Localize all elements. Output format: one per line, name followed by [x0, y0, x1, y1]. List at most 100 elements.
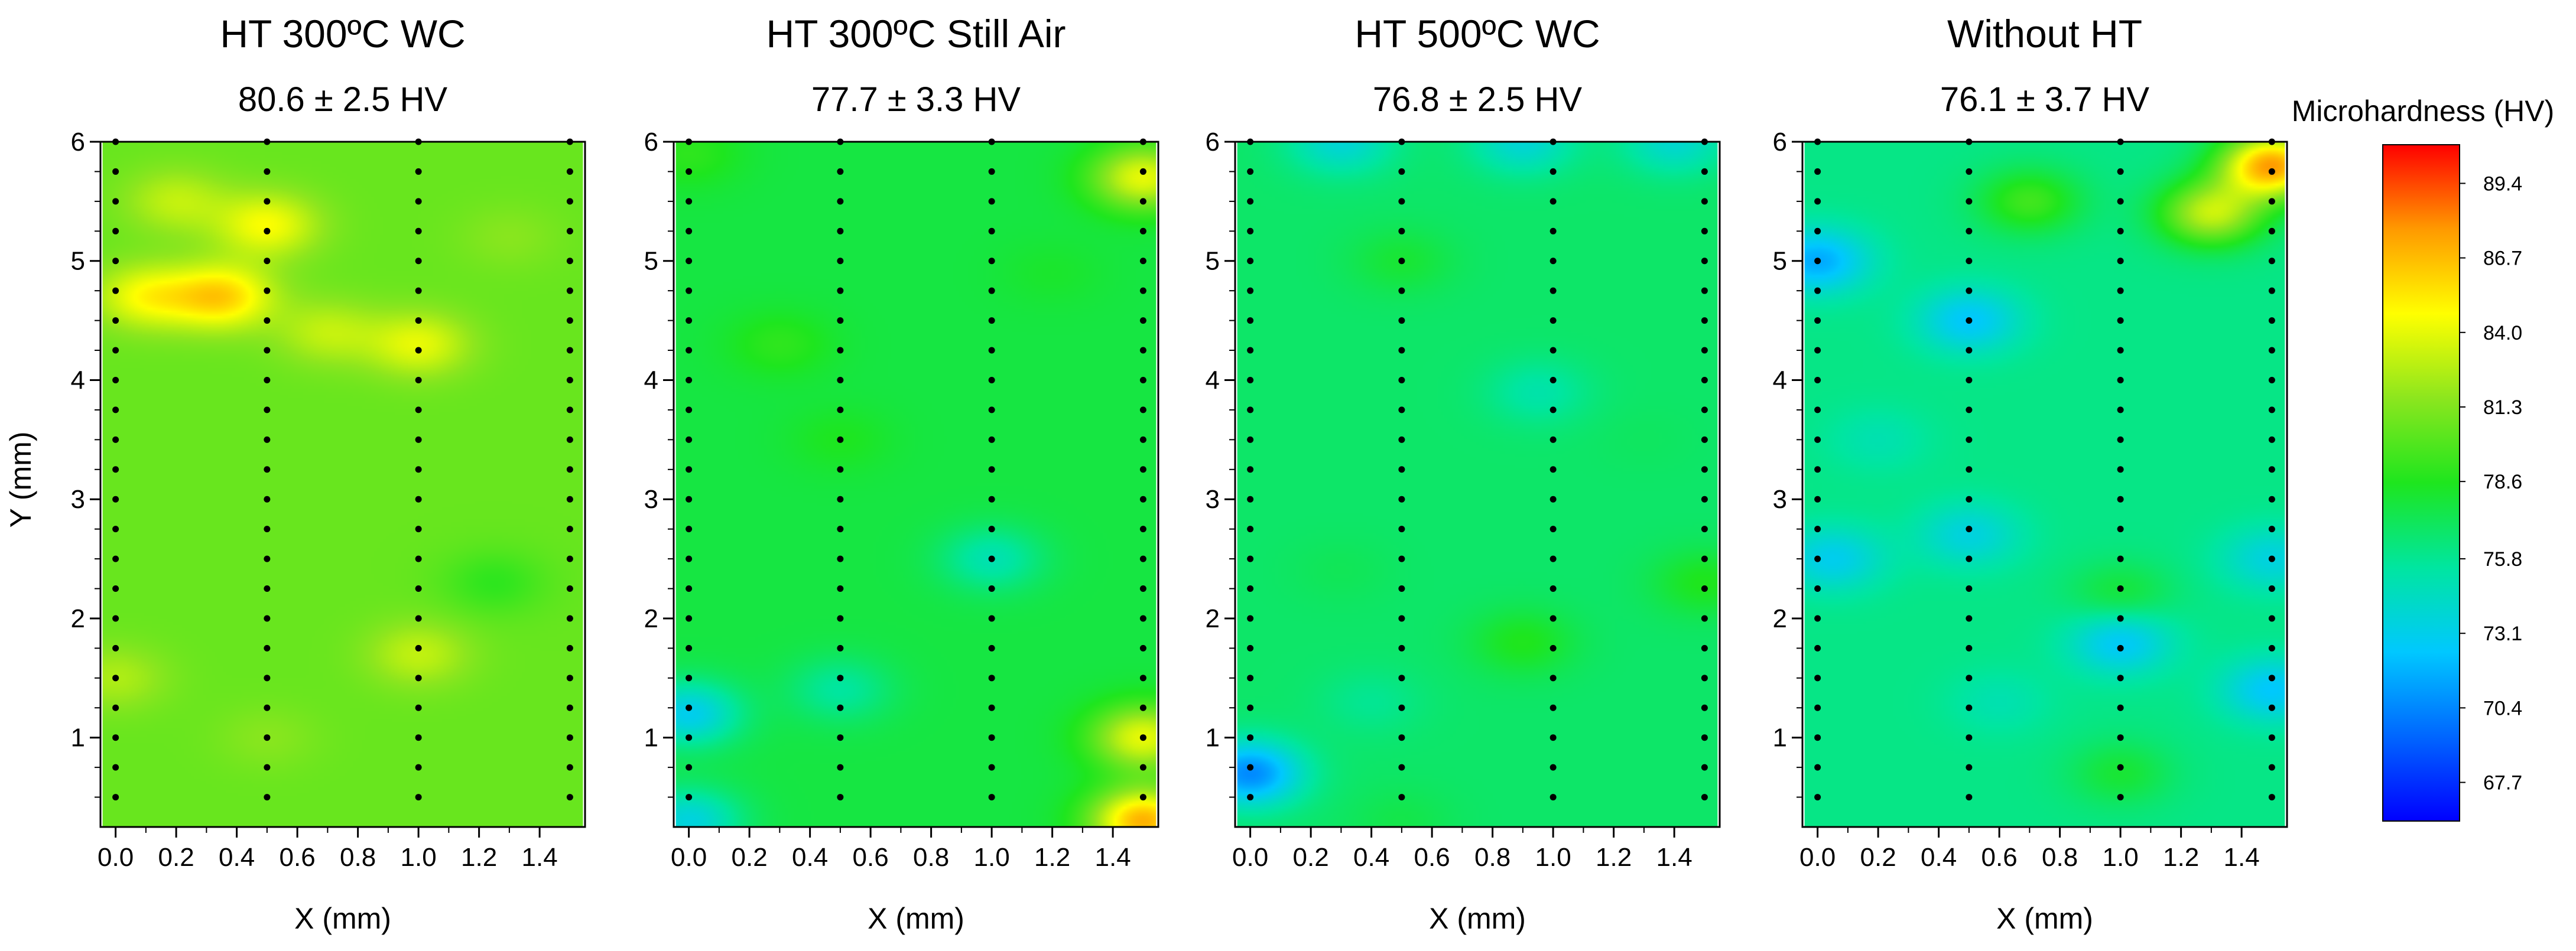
colorbar-tick-label: 86.7	[2483, 247, 2522, 270]
measurement-point	[2117, 227, 2124, 235]
measurement-point	[1966, 258, 1973, 265]
measurement-point	[264, 764, 271, 771]
measurement-point	[1814, 436, 1821, 443]
measurement-point	[2268, 347, 2275, 354]
colorbar-label: Microhardness (HV)	[2292, 95, 2555, 128]
y-tick-label: 6	[1773, 128, 1787, 157]
measurement-point	[686, 644, 693, 652]
measurement-point	[686, 675, 693, 682]
y-tick-label: 5	[1206, 247, 1220, 276]
panel-mean-hardness: 76.1 ± 3.7 HV	[1940, 80, 2150, 119]
x-tick-label: 1.0	[1535, 843, 1571, 872]
measurement-point	[415, 466, 422, 473]
measurement-point	[566, 764, 573, 771]
x-tick-label: 1.4	[1656, 843, 1693, 872]
measurement-point	[988, 466, 995, 473]
panels-layer: 0.0 0.2 0.4 0.6 0.8 1.0 1.2 1.4 1 2 3 4 5 6 X (mm) HT 3…	[71, 12, 2288, 935]
measurement-point	[1550, 258, 1557, 265]
measurement-point	[1814, 198, 1821, 205]
measurement-point	[1139, 644, 1146, 652]
measurement-point	[566, 168, 573, 175]
measurement-point	[264, 734, 271, 741]
measurement-point	[264, 436, 271, 443]
measurement-point	[566, 526, 573, 533]
measurement-point	[415, 258, 422, 265]
measurement-point	[566, 466, 573, 473]
measurement-point	[1139, 376, 1146, 383]
measurement-point	[2117, 198, 2124, 205]
x-tick-label: 0.8	[913, 843, 949, 872]
measurement-point	[1550, 734, 1557, 741]
measurement-point	[415, 555, 422, 562]
measurement-point	[1550, 376, 1557, 383]
measurement-point	[1701, 287, 1708, 294]
measurement-point	[112, 644, 119, 652]
measurement-point	[1398, 555, 1405, 562]
measurement-point	[2117, 376, 2124, 383]
measurement-point	[2117, 764, 2124, 771]
frame-margin-right	[583, 142, 585, 827]
measurement-point	[686, 526, 693, 533]
measurement-point	[988, 227, 995, 235]
measurement-point	[1398, 615, 1405, 622]
contour-map	[1802, 142, 2287, 827]
y-tick-label: 4	[1773, 366, 1787, 395]
measurement-point	[1701, 317, 1708, 324]
measurement-point	[837, 734, 844, 741]
measurement-point	[1398, 794, 1405, 801]
contour-map	[1235, 142, 1720, 827]
measurement-point	[1398, 227, 1405, 235]
measurement-point	[1139, 734, 1146, 741]
measurement-point	[1247, 644, 1254, 652]
measurement-point	[566, 794, 573, 801]
measurement-point	[2117, 138, 2124, 145]
measurement-point	[988, 376, 995, 383]
measurement-point	[2268, 317, 2275, 324]
measurement-points	[1247, 138, 1708, 801]
y-tick-label: 6	[1206, 128, 1220, 157]
measurement-point	[566, 704, 573, 711]
measurement-point	[1966, 496, 1973, 503]
measurement-point	[2268, 138, 2275, 145]
measurement-point	[1398, 347, 1405, 354]
contour-map	[100, 142, 585, 827]
measurement-point	[1247, 258, 1254, 265]
measurement-point	[264, 585, 271, 592]
measurement-point	[1966, 198, 1973, 205]
measurement-point	[1814, 496, 1821, 503]
measurement-point	[988, 675, 995, 682]
measurement-point	[988, 496, 995, 503]
x-tick-label: 1.2	[2163, 843, 2199, 872]
measurement-point	[1966, 555, 1973, 562]
measurement-point	[2268, 496, 2275, 503]
measurement-point	[988, 317, 995, 324]
measurement-points	[1814, 138, 2275, 801]
frame-margin-left	[674, 142, 676, 827]
measurement-point	[1398, 287, 1405, 294]
y-tick-label: 3	[1773, 485, 1787, 514]
x-tick-label: 0.6	[280, 843, 316, 872]
measurement-point	[1814, 258, 1821, 265]
measurement-point	[2268, 198, 2275, 205]
measurement-point	[1139, 675, 1146, 682]
colorbar-tick-label: 67.7	[2483, 772, 2522, 794]
measurement-point	[1398, 168, 1405, 175]
measurement-point	[1814, 138, 1821, 145]
y-tick-label: 6	[644, 128, 658, 157]
measurement-point	[686, 258, 693, 265]
measurement-point	[1550, 615, 1557, 622]
measurement-point	[1966, 317, 1973, 324]
panel-title: HT 300ºC Still Air	[766, 12, 1066, 56]
measurement-point	[1966, 436, 1973, 443]
measurement-point	[686, 496, 693, 503]
measurement-point	[686, 376, 693, 383]
measurement-point	[415, 138, 422, 145]
measurement-point	[415, 526, 422, 533]
measurement-point	[2117, 644, 2124, 652]
measurement-point	[566, 734, 573, 741]
measurement-point	[2117, 258, 2124, 265]
frame-margin-right	[1156, 142, 1158, 827]
measurement-point	[2117, 704, 2124, 711]
measurement-point	[988, 347, 995, 354]
measurement-point	[1814, 347, 1821, 354]
